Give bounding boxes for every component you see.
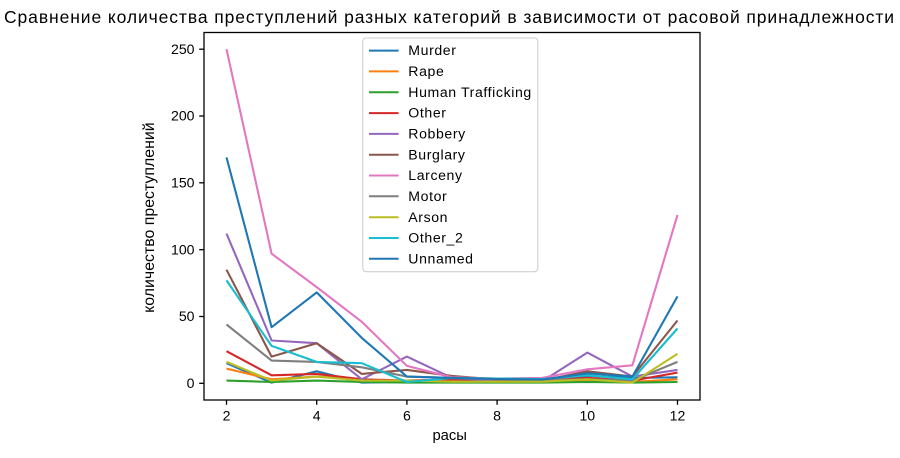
- svg-text:0: 0: [187, 375, 195, 391]
- svg-text:Rape: Rape: [408, 63, 444, 79]
- svg-text:8: 8: [493, 408, 501, 424]
- svg-text:150: 150: [171, 174, 195, 190]
- svg-text:Murder: Murder: [408, 42, 456, 58]
- svg-text:4: 4: [313, 408, 321, 424]
- svg-text:50: 50: [179, 308, 195, 324]
- svg-text:Human Trafficking: Human Trafficking: [408, 84, 532, 100]
- svg-text:Сравнение количества преступле: Сравнение количества преступлений разных…: [4, 7, 895, 27]
- svg-text:6: 6: [403, 408, 411, 424]
- svg-text:2: 2: [223, 408, 231, 424]
- svg-text:Larceny: Larceny: [408, 167, 463, 183]
- svg-text:10: 10: [579, 408, 595, 424]
- svg-text:12: 12: [670, 408, 686, 424]
- svg-text:200: 200: [171, 108, 195, 124]
- svg-text:расы: расы: [432, 428, 467, 444]
- svg-text:Other_2: Other_2: [408, 230, 463, 246]
- svg-text:Motor: Motor: [408, 188, 447, 204]
- svg-text:количество преступлений: количество преступлений: [141, 122, 158, 313]
- svg-text:Arson: Arson: [408, 209, 448, 225]
- svg-text:Burglary: Burglary: [408, 146, 466, 162]
- svg-text:Other: Other: [408, 105, 446, 121]
- svg-text:100: 100: [171, 241, 195, 257]
- svg-text:Unnamed: Unnamed: [408, 250, 473, 266]
- svg-text:250: 250: [171, 41, 195, 57]
- svg-text:Robbery: Robbery: [408, 126, 466, 142]
